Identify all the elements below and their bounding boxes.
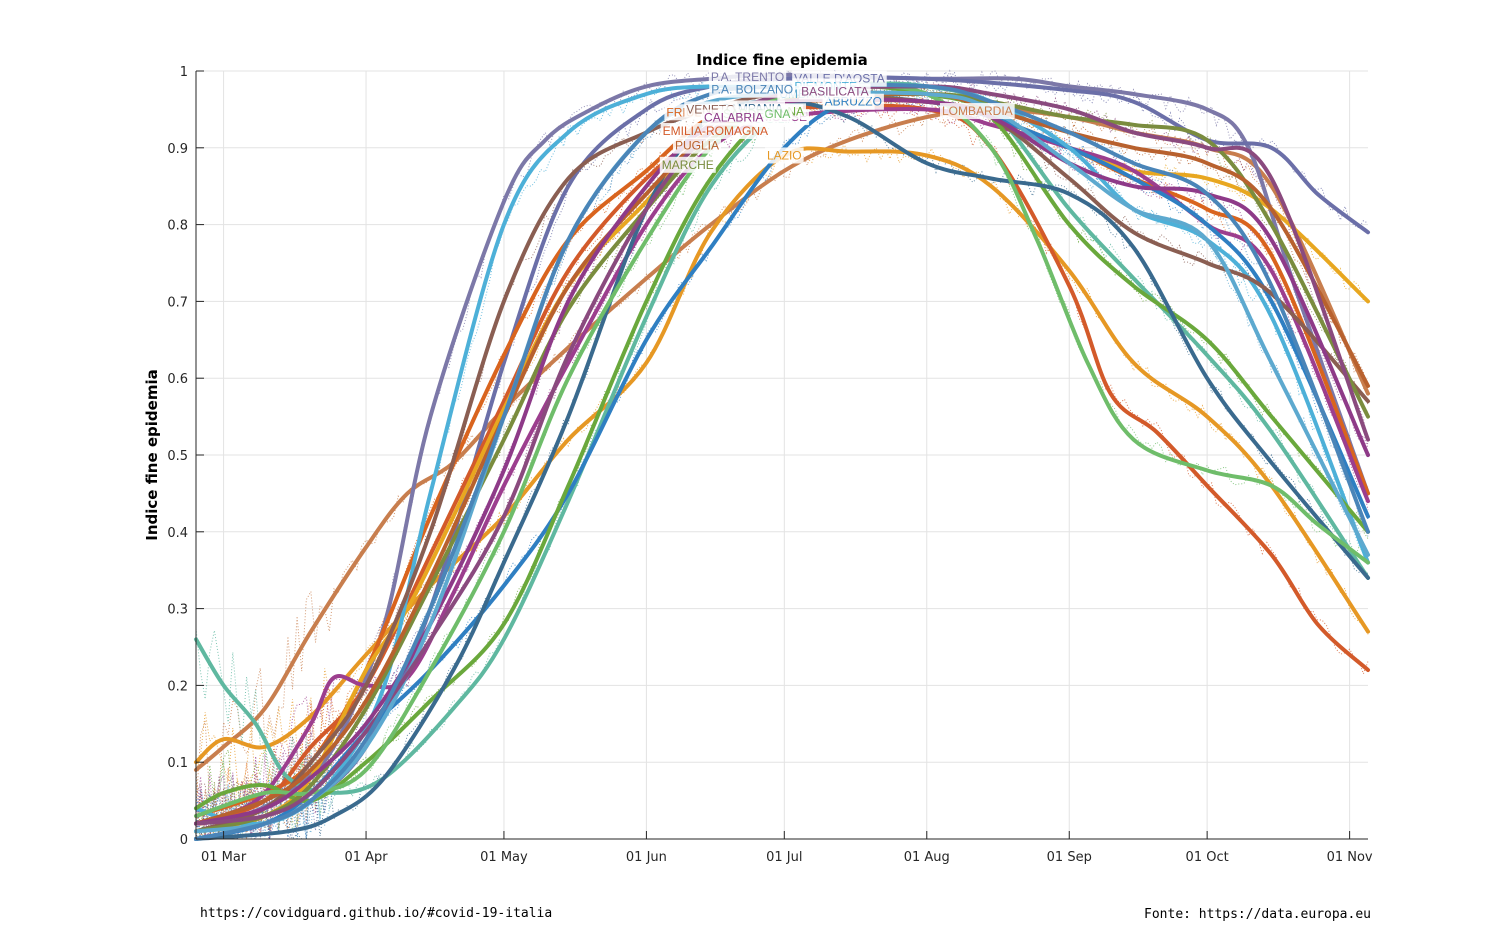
series-label: P.A. BOLZANO (709, 81, 796, 98)
series-label-text: EMILIA-ROMAGNA (663, 124, 768, 138)
x-tick-label: 01 Sep (1047, 850, 1092, 865)
series-label: P.A. TRENTO (708, 68, 787, 85)
series-raw-trace (195, 76, 1369, 841)
y-axis-label: Indice fine epidemia (143, 369, 161, 540)
series-label-text: MARCHE (662, 158, 714, 172)
x-tick-label: 01 May (480, 850, 528, 865)
y-tick-label: 1 (180, 65, 188, 80)
footer-data-source: Fonte: https://data.europa.eu (1144, 907, 1371, 922)
series-label-background (672, 137, 721, 154)
axes: 01 Mar 01 Apr 01 May 01 Jun 01 Jul 01 Aug 01 S… (167, 65, 1373, 865)
series-label-background (708, 68, 787, 85)
series-raw-trace (195, 77, 1369, 840)
x-tick-label: 01 Nov (1327, 850, 1373, 865)
x-tick-label: 01 Aug (904, 850, 950, 865)
series-label: BASILICATA (799, 83, 871, 100)
series-label-text: BASILICATA (801, 84, 869, 98)
series-label-background (709, 81, 796, 98)
series-label-text: CALABRIA (704, 111, 763, 125)
y-tick-label: 0.8 (167, 219, 188, 234)
series-label-text: LAZIO (767, 148, 802, 162)
series-label-background (799, 83, 871, 100)
series-label-text: LOMBARDIA (942, 104, 1013, 118)
footer-source-url: https://covidguard.github.io/#covid-19-i… (200, 906, 553, 921)
y-tick-label: 0.3 (167, 603, 188, 618)
series-label-background (702, 109, 766, 126)
series-label-background (660, 123, 771, 139)
series-label-text: P.A. BOLZANO (711, 83, 793, 97)
x-tick-label: 01 Apr (344, 850, 388, 865)
series-label-text: PUGLIA (675, 139, 719, 153)
series-label: MARCHE (659, 156, 716, 173)
series-raw-trace (195, 92, 1369, 841)
y-tick-label: 0.4 (167, 526, 188, 541)
x-tick-label: 01 Oct (1186, 850, 1229, 865)
y-tick-label: 0.1 (167, 756, 188, 771)
series-label-background (659, 156, 716, 173)
series-label: LAZIO (764, 147, 804, 164)
series-lines (194, 72, 1370, 841)
series-label-background (939, 103, 1015, 120)
series-line (194, 84, 1370, 811)
series-label-text: P.A. TRENTO (711, 70, 784, 84)
chart-title: Indice fine epidemia (696, 51, 867, 69)
series-raw-trace (195, 85, 1369, 840)
series-label-background (764, 147, 804, 164)
y-tick-label: 0.5 (167, 449, 188, 464)
y-tick-label: 0.2 (167, 679, 188, 694)
series-label: CALABRIA (702, 109, 766, 126)
series-line (194, 146, 1370, 765)
y-tick-label: 0.6 (167, 372, 188, 387)
x-tick-label: 01 Jul (766, 850, 802, 865)
series-line (194, 82, 1370, 841)
series-label: EMILIA-ROMAGNA (660, 123, 771, 139)
y-tick-label: 0 (180, 833, 188, 848)
series-label: LOMBARDIA (939, 103, 1015, 120)
x-tick-label: 01 Mar (201, 850, 247, 865)
series-label: PUGLIA (672, 137, 721, 154)
series-raw-trace (195, 76, 1369, 841)
y-tick-label: 0.9 (167, 142, 188, 157)
y-tick-label: 0.7 (167, 295, 188, 310)
x-tick-label: 01 Jun (626, 850, 667, 865)
